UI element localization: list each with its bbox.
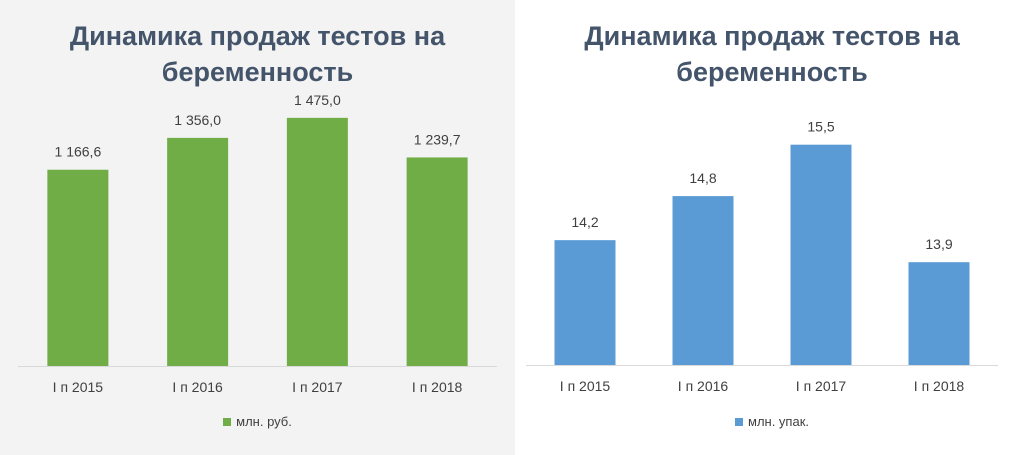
legend-label: млн. упак. (748, 414, 809, 429)
x-tick-label: I п 2017 (796, 378, 847, 394)
sales-packs-chart: Динамика продаж тестов на беременность 1… (520, 0, 1024, 455)
chart-title-line-1: Динамика продаж тестов на (584, 21, 960, 51)
x-tick-label: I п 2015 (560, 378, 611, 394)
data-label: 15,5 (807, 119, 834, 135)
plot-area: 14,2 I п 2015 14,8 I п 2016 15,5 I п 2017 13,9… (526, 119, 998, 394)
bar (554, 240, 616, 365)
sales-rub-chart: Динамика продаж тестов на беременность 1… (0, 0, 515, 455)
x-tick-label: I п 2017 (292, 379, 343, 395)
data-label: 1 166,6 (55, 144, 102, 160)
legend-swatch (223, 417, 232, 426)
bar (167, 137, 229, 366)
chart-title: Динамика продаж тестов на беременность (0, 18, 515, 90)
chart-title-line-1: Динамика продаж тестов на (69, 21, 446, 51)
chart-title-line-2: беременность (161, 57, 354, 87)
x-tick-label: I п 2016 (678, 378, 729, 394)
chart-title-line-2: беременность (676, 57, 868, 87)
bar (286, 117, 348, 367)
x-tick-label: I п 2018 (914, 378, 965, 394)
bar (908, 262, 970, 365)
data-label: 1 475,0 (294, 92, 341, 108)
data-label: 14,8 (689, 170, 716, 186)
data-label: 1 239,7 (414, 131, 461, 147)
bar (47, 169, 109, 366)
bar (406, 157, 468, 366)
data-label: 14,2 (571, 214, 598, 230)
legend: млн. руб. (0, 414, 515, 429)
bar (672, 196, 734, 365)
data-label: 1 356,0 (174, 112, 221, 128)
legend: млн. упак. (520, 414, 1024, 429)
bar (790, 144, 852, 365)
legend-swatch (735, 417, 743, 426)
x-tick-label: I п 2018 (412, 379, 463, 395)
x-tick-label: I п 2016 (172, 379, 223, 395)
x-tick-label: I п 2015 (53, 379, 104, 395)
data-label: 13,9 (925, 236, 952, 252)
chart-title: Динамика продаж тестов на беременность (520, 18, 1024, 90)
legend-label: млн. руб. (236, 414, 292, 429)
plot-area: 1 166,6 I п 2015 1 356,0 I п 2016 1 475,0 I п… (18, 92, 497, 395)
